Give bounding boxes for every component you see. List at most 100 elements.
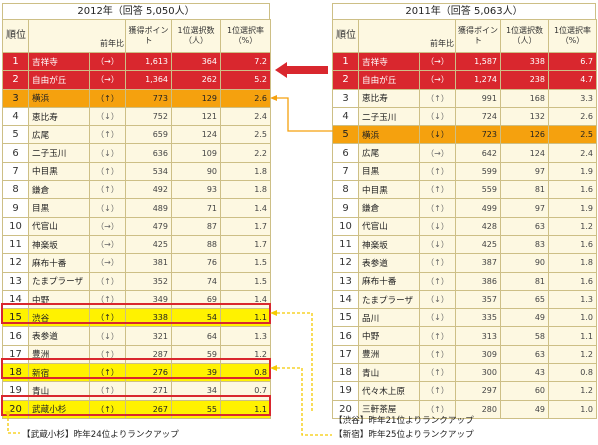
first-rate-cell: 1.9: [548, 161, 597, 182]
points-cell: 1,587: [455, 51, 501, 72]
first-count-cell: 97: [500, 198, 549, 218]
rank-cell: 8: [332, 180, 359, 200]
table-row: 18 青山 （↑） 300 43 0.8: [332, 363, 597, 383]
table-row: 1 吉祥寺 （→） 1,587 338 6.7: [332, 51, 597, 72]
rank-cell: 1: [332, 51, 359, 72]
points-cell: 723: [455, 125, 501, 145]
prev-change-cell: （→）: [419, 51, 456, 72]
table-2011-caption: 2011年（回答 5,063人）: [332, 3, 596, 19]
connector-shibuya: [277, 312, 313, 413]
rank-cell: 4: [332, 106, 359, 127]
prev-change-cell: （→）: [89, 253, 126, 273]
prev-change-cell: （→）: [89, 51, 126, 72]
header-rank: 順位: [2, 19, 29, 53]
header-rank: 順位: [332, 19, 359, 53]
first-count-cell: 43: [500, 363, 549, 383]
prev-change-cell: （↑）: [419, 161, 456, 182]
first-rate-cell: 1.7: [220, 216, 271, 236]
table-row: 14 たまプラーザ （↓） 357 65 1.3: [332, 289, 597, 310]
name-cell: 三軒茶屋: [358, 399, 420, 419]
name-cell: たまプラーザ: [28, 271, 90, 291]
table-row: 20 三軒茶屋 （↑） 280 49 1.0: [332, 399, 597, 419]
rank-cell: 9: [2, 198, 29, 218]
points-cell: 335: [455, 308, 501, 328]
prev-change-cell: （↓）: [419, 125, 456, 145]
first-rate-cell: 1.6: [548, 234, 597, 255]
first-rate-cell: 2.2: [220, 143, 271, 163]
first-count-cell: 168: [500, 88, 549, 108]
name-cell: 品川: [358, 308, 420, 328]
first-rate-cell: 1.2: [548, 344, 597, 365]
rank-cell: 16: [332, 326, 359, 346]
first-rate-cell: 1.4: [220, 198, 271, 218]
rank-cell: 5: [332, 125, 359, 145]
table-row: 5 広尾 （↑） 659 124 2.5: [2, 125, 271, 145]
table-row: 3 恵比寿 （↑） 991 168 3.3: [332, 88, 597, 108]
prev-change-cell: （↑）: [419, 344, 456, 365]
points-cell: 425: [125, 234, 172, 255]
prev-change-cell: （↑）: [89, 125, 126, 145]
first-rate-cell: 1.5: [220, 271, 271, 291]
table-row: 10 代官山 （↓） 428 63 1.2: [332, 216, 597, 236]
prev-change-cell: （↑）: [89, 271, 126, 291]
first-rate-cell: 1.2: [548, 216, 597, 236]
points-cell: 636: [125, 143, 172, 163]
prev-change-cell: （↑）: [89, 88, 126, 108]
points-cell: 534: [125, 161, 172, 182]
first-count-cell: 132: [500, 106, 549, 127]
table-row: 10 代官山 （→） 479 87 1.7: [2, 216, 271, 236]
table-row: 11 神楽坂 （↓） 425 83 1.6: [332, 234, 597, 255]
table-row: 20 武蔵小杉 （↑） 267 55 1.1: [2, 399, 271, 419]
points-cell: 1,364: [125, 70, 172, 90]
name-cell: 表参道: [358, 253, 420, 273]
first-rate-cell: 1.1: [548, 326, 597, 346]
prev-change-cell: （↑）: [419, 399, 456, 419]
first-rate-cell: 1.0: [548, 399, 597, 419]
arrow-to-yokohama-2012-icon: [270, 95, 277, 101]
rank-cell: 3: [332, 88, 359, 108]
table-row: 1 吉祥寺 （→） 1,613 364 7.2: [2, 51, 271, 72]
note-musashikosugi: 【武蔵小杉】昨年24位よりランクアップ: [22, 430, 179, 440]
first-rate-cell: 5.2: [220, 70, 271, 90]
first-count-cell: 121: [171, 106, 221, 127]
first-rate-cell: 2.6: [548, 106, 597, 127]
rank-cell: 11: [2, 234, 29, 255]
prev-change-cell: （→）: [89, 70, 126, 90]
arrow-musashikosugi-icon: [5, 411, 11, 418]
name-cell: 恵比寿: [358, 88, 420, 108]
points-cell: 381: [125, 253, 172, 273]
prev-change-cell: （↓）: [89, 106, 126, 127]
connector-yokohama: [277, 97, 334, 132]
table-2012: 2012年（回答 5,050人） 順位 前年比 獲得ポイント 1位選択数（人） …: [2, 3, 271, 419]
name-cell: 代々木上原: [358, 381, 420, 401]
table-row: 15 品川 （↓） 335 49 1.0: [332, 308, 597, 328]
rank-cell: 12: [2, 253, 29, 273]
points-cell: 352: [125, 271, 172, 291]
first-count-cell: 90: [171, 161, 221, 182]
prev-change-cell: （↓）: [419, 106, 456, 127]
first-rate-cell: 1.8: [548, 253, 597, 273]
first-rate-cell: 3.3: [548, 88, 597, 108]
table-row: 7 中目黒 （↑） 534 90 1.8: [2, 161, 271, 182]
note-shibuya: 【渋谷】昨年21位よりランクアップ: [334, 416, 474, 426]
rank-cell: 7: [332, 161, 359, 182]
first-rate-cell: 1.7: [220, 234, 271, 255]
connector-shinjuku: [277, 367, 332, 436]
prev-change-cell: （→）: [419, 143, 456, 163]
table-row: 16 表参道 （↓） 321 64 1.3: [2, 326, 271, 346]
table-row: 12 麻布十番 （→） 381 76 1.5: [2, 253, 271, 273]
points-cell: 313: [455, 326, 501, 346]
points-cell: 425: [455, 234, 501, 255]
ranking-table-2011: 順位 前年比 獲得ポイント 1位選択数（人） 1位選択率（%） 1 吉祥寺 （→） 1…: [332, 19, 597, 419]
header-first-rate: 1位選択率（%）: [548, 19, 597, 53]
name-cell: 広尾: [28, 125, 90, 145]
table-row: 12 表参道 （↑） 387 90 1.8: [332, 253, 597, 273]
table-row: 3 横浜 （↑） 773 129 2.6: [2, 88, 271, 108]
rank-cell: 13: [332, 271, 359, 291]
table-row: 11 神楽坂 （→） 425 88 1.7: [2, 234, 271, 255]
table-2012-caption: 2012年（回答 5,050人）: [2, 3, 270, 19]
table-row: 16 中野 （↑） 313 58 1.1: [332, 326, 597, 346]
first-rate-cell: 1.6: [548, 271, 597, 291]
first-rate-cell: 2.5: [548, 125, 597, 145]
